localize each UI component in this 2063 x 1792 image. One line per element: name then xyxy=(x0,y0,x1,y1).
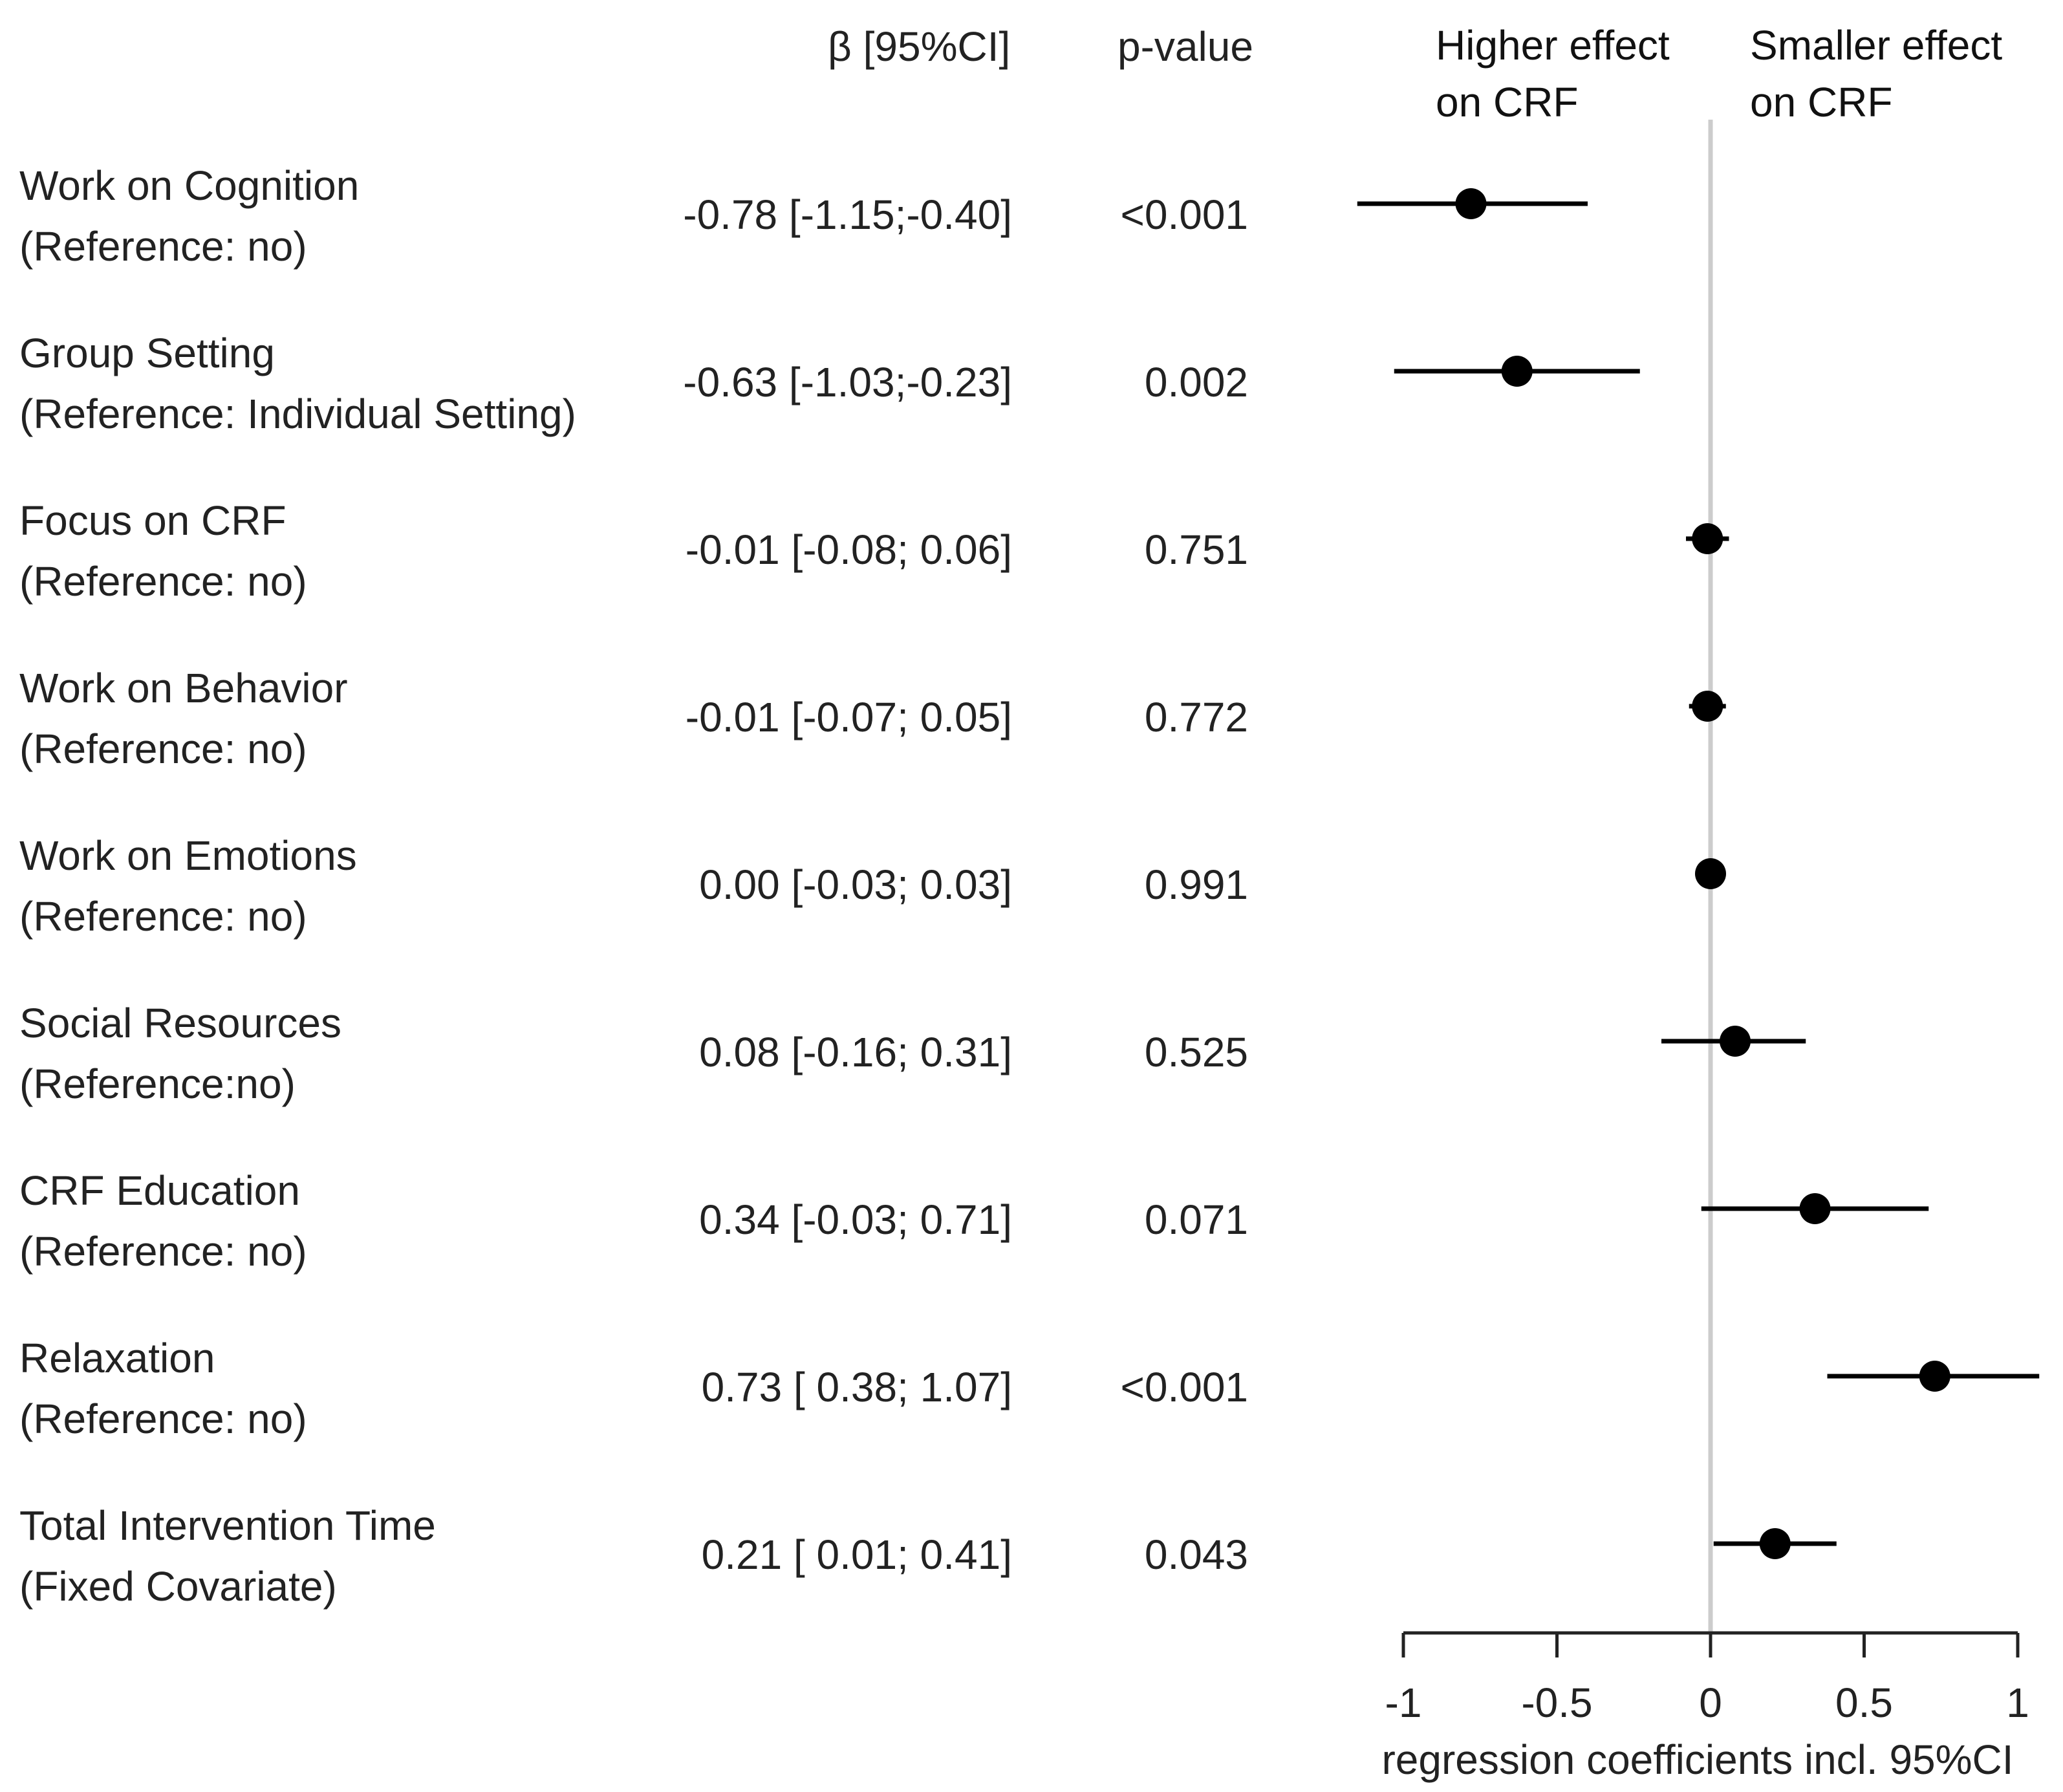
row-label-name: Total Intervention Time xyxy=(19,1502,436,1549)
table-row: Total Intervention Time (Fixed Covariate)… xyxy=(0,1495,1293,1625)
row-label-name: CRF Education xyxy=(19,1167,300,1214)
row-label: Work on Emotions (Reference: no) xyxy=(19,825,357,947)
x-tick-label: 1 xyxy=(2006,1679,2029,1726)
x-tick-label: -0.5 xyxy=(1521,1679,1592,1726)
row-label: CRF Education (Reference: no) xyxy=(19,1160,307,1282)
row-beta-ci: -0.01 [-0.08; 0.06] xyxy=(685,526,1012,573)
row-label: Relaxation (Reference: no) xyxy=(19,1328,307,1449)
row-p-value: 0.043 xyxy=(1144,1531,1248,1578)
row-beta-ci: -0.78 [-1.15;-0.40] xyxy=(683,191,1012,238)
point-estimate xyxy=(1455,188,1487,219)
row-label: Social Resources (Reference:no) xyxy=(19,993,341,1114)
point-estimate xyxy=(1799,1193,1831,1224)
table-row: Work on Cognition (Reference: no) -0.78 [-… xyxy=(0,155,1293,285)
row-p-value: 0.525 xyxy=(1144,1029,1248,1075)
row-label-reference: (Reference: no) xyxy=(19,223,307,270)
row-label-reference: (Reference: no) xyxy=(19,558,307,605)
row-beta-ci: -0.63 [-1.03;-0.23] xyxy=(683,359,1012,405)
row-beta-ci: 0.34 [-0.03; 0.71] xyxy=(699,1196,1012,1243)
row-label-reference: (Reference: no) xyxy=(19,1396,307,1442)
row-label-name: Group Setting xyxy=(19,330,275,376)
point-estimate xyxy=(1759,1528,1791,1559)
row-label: Focus on CRF (Reference: no) xyxy=(19,490,307,612)
smaller-effect-line2: on CRF xyxy=(1750,79,1893,125)
x-axis-label: regression coefficients incl. 95%CI xyxy=(1381,1736,2013,1783)
smaller-effect-annotation: Smaller effect on CRF xyxy=(1750,17,2002,131)
row-label: Group Setting (Reference: Individual Sett… xyxy=(19,323,576,444)
table-row: Work on Behavior (Reference: no) -0.01 [-0… xyxy=(0,658,1293,787)
table-row: Group Setting (Reference: Individual Sett… xyxy=(0,323,1293,452)
x-tick-label: 0 xyxy=(1699,1679,1722,1726)
row-beta-ci: 0.73 [ 0.38; 1.07] xyxy=(701,1364,1012,1410)
row-p-value: 0.071 xyxy=(1144,1196,1248,1243)
table-row: Focus on CRF (Reference: no) -0.01 [-0.08;… xyxy=(0,490,1293,620)
row-label-name: Relaxation xyxy=(19,1335,215,1381)
point-estimate xyxy=(1720,1026,1751,1057)
row-label-reference: (Reference:no) xyxy=(19,1061,296,1107)
table-row: Relaxation (Reference: no) 0.73 [ 0.38; 1.… xyxy=(0,1328,1293,1457)
point-estimate xyxy=(1695,858,1726,889)
point-estimate xyxy=(1501,356,1533,387)
row-p-value: 0.751 xyxy=(1144,526,1248,573)
row-p-value: <0.001 xyxy=(1120,191,1248,238)
row-label-reference: (Reference: no) xyxy=(19,893,307,940)
row-p-value: <0.001 xyxy=(1120,1364,1248,1410)
row-label-name: Work on Behavior xyxy=(19,665,348,711)
x-tick-label: 0.5 xyxy=(1835,1679,1893,1726)
row-beta-ci: -0.01 [-0.07; 0.05] xyxy=(685,694,1012,740)
point-estimate xyxy=(1919,1361,1950,1392)
row-label-reference: (Reference: no) xyxy=(19,726,307,772)
row-label-name: Social Resources xyxy=(19,1000,341,1046)
row-beta-ci: 0.08 [-0.16; 0.31] xyxy=(699,1029,1012,1075)
row-label: Work on Behavior (Reference: no) xyxy=(19,658,348,779)
row-label: Total Intervention Time (Fixed Covariate) xyxy=(19,1495,436,1617)
row-beta-ci: 0.21 [ 0.01; 0.41] xyxy=(701,1531,1012,1578)
point-estimate xyxy=(1692,523,1723,554)
row-p-value: 0.991 xyxy=(1144,861,1248,908)
row-label-reference: (Reference: Individual Setting) xyxy=(19,391,576,437)
row-p-value: 0.002 xyxy=(1144,359,1248,405)
point-estimate xyxy=(1692,691,1723,722)
higher-effect-annotation: Higher effect on CRF xyxy=(1436,17,1670,131)
table-row: CRF Education (Reference: no) 0.34 [-0.03;… xyxy=(0,1160,1293,1290)
higher-effect-line1: Higher effect xyxy=(1436,22,1670,69)
table-row: Social Resources (Reference:no) 0.08 [-0.1… xyxy=(0,993,1293,1122)
row-label-reference: (Reference: no) xyxy=(19,1228,307,1275)
x-tick-label: -1 xyxy=(1385,1679,1422,1726)
table-row: Work on Emotions (Reference: no) 0.00 [-0.… xyxy=(0,825,1293,955)
beta-column-header: β [95%CI] xyxy=(828,23,1011,70)
row-label-reference: (Fixed Covariate) xyxy=(19,1563,337,1610)
row-beta-ci: 0.00 [-0.03; 0.03] xyxy=(699,861,1012,908)
smaller-effect-line1: Smaller effect xyxy=(1750,22,2003,69)
row-label-name: Focus on CRF xyxy=(19,497,286,544)
row-p-value: 0.772 xyxy=(1144,694,1248,740)
row-label-name: Work on Emotions xyxy=(19,832,357,879)
pvalue-column-header: p-value xyxy=(1118,23,1253,70)
row-label-name: Work on Cognition xyxy=(19,162,360,209)
row-label: Work on Cognition (Reference: no) xyxy=(19,155,359,277)
higher-effect-line2: on CRF xyxy=(1436,79,1579,125)
